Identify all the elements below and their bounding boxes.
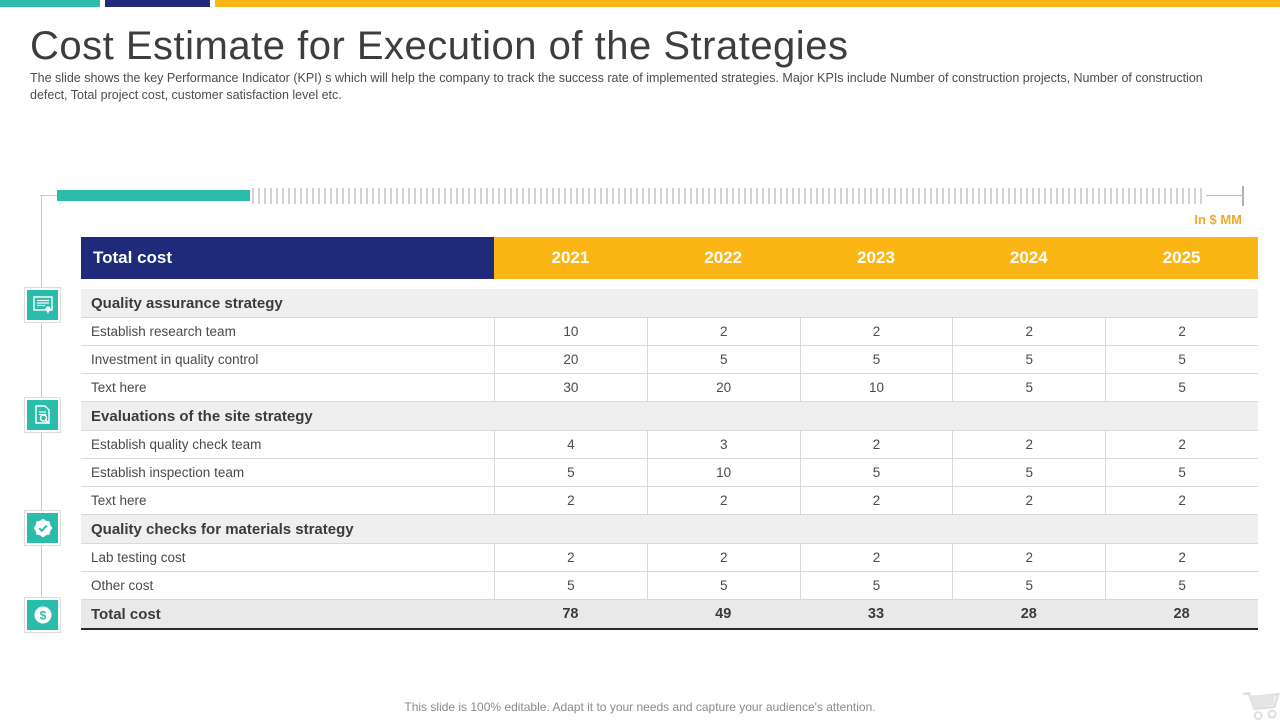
cell-2023: 2 <box>799 318 953 345</box>
timeline-ruler-tail <box>1206 195 1242 196</box>
connector-line-horizontal <box>40 195 57 196</box>
cell-2021: 20 <box>494 346 647 373</box>
row-label: Text here <box>91 493 147 508</box>
cell-2023: 5 <box>799 572 953 599</box>
cell-2022: 20 <box>646 374 800 401</box>
cell-2025: 2 <box>1105 487 1258 514</box>
cell-2024: 2 <box>952 487 1105 514</box>
row-label: Investment in quality control <box>91 352 259 367</box>
cell-2024: 5 <box>952 572 1105 599</box>
cell-2024: 2 <box>952 544 1105 571</box>
row-label: Establish quality check team <box>91 437 262 452</box>
total-2024: 28 <box>1020 606 1037 622</box>
table-row: Lab testing cost 2 2 2 2 2 <box>81 544 1258 572</box>
table-header-year-2023: 2023 <box>799 237 953 279</box>
cell-2025: 2 <box>1105 318 1258 345</box>
cell-2021: 4 <box>494 431 647 458</box>
table-row: Establish quality check team 4 3 2 2 2 <box>81 431 1258 459</box>
cell-2022: 3 <box>646 431 800 458</box>
row-label: Establish inspection team <box>91 465 245 480</box>
cell-2022: 2 <box>646 318 800 345</box>
cell-2023: 5 <box>799 459 953 486</box>
section-header-quality-assurance: Quality assurance strategy <box>81 289 1258 318</box>
table-header-row: Total cost 2021 2022 2023 2024 2025 <box>81 237 1258 279</box>
svg-text:$: $ <box>39 608 46 622</box>
table-header-total-cost: Total cost <box>81 237 494 279</box>
cost-table: Total cost 2021 2022 2023 2024 2025 Qual… <box>81 237 1258 630</box>
table-header-year-2022: 2022 <box>646 237 800 279</box>
cell-2021: 5 <box>494 572 647 599</box>
cell-2021: 5 <box>494 459 647 486</box>
cell-2024: 5 <box>952 374 1105 401</box>
page-subtitle: The slide shows the key Performance Indi… <box>30 71 1203 102</box>
table-row: Other cost 5 5 5 5 5 <box>81 572 1258 600</box>
table-row: Text here 2 2 2 2 2 <box>81 487 1258 515</box>
total-2025: 28 <box>1173 606 1190 622</box>
table-header-year-2024: 2024 <box>952 237 1106 279</box>
cell-2023: 2 <box>799 431 953 458</box>
row-label: Lab testing cost <box>91 550 186 565</box>
footer-note: This slide is 100% editable. Adapt it to… <box>404 700 876 714</box>
cell-2022: 5 <box>646 346 800 373</box>
topbar-navy-segment <box>105 0 210 7</box>
cell-2025: 5 <box>1105 346 1258 373</box>
cell-2021: 2 <box>494 487 647 514</box>
timeline-ruler-endcap <box>1242 186 1244 206</box>
row-label: Text here <box>91 380 147 395</box>
table-total-row: Total cost 78 49 33 28 28 <box>81 600 1258 630</box>
section-header-site-evaluations: Evaluations of the site strategy <box>81 402 1258 431</box>
cell-2021: 10 <box>494 318 647 345</box>
row-label: Other cost <box>91 578 154 593</box>
table-header-year-2021: 2021 <box>494 237 647 279</box>
cell-2022: 5 <box>646 572 800 599</box>
timeline-ruler-bar <box>57 190 250 201</box>
row-label: Establish research team <box>91 324 236 339</box>
cell-2024: 5 <box>952 459 1105 486</box>
document-search-icon <box>25 398 60 432</box>
cell-2022: 10 <box>646 459 800 486</box>
total-2021: 78 <box>562 606 579 622</box>
table-row: Investment in quality control 20 5 5 5 5 <box>81 346 1258 374</box>
table-row: Text here 30 20 10 5 5 <box>81 374 1258 402</box>
cell-2025: 2 <box>1105 431 1258 458</box>
cell-2024: 5 <box>952 346 1105 373</box>
table-row: Establish inspection team 5 10 5 5 5 <box>81 459 1258 487</box>
cell-2024: 2 <box>952 431 1105 458</box>
page-title: Cost Estimate for Execution of the Strat… <box>30 24 849 68</box>
table-body: Quality assurance strategy Establish res… <box>81 289 1258 630</box>
cell-2021: 30 <box>494 374 647 401</box>
table-header-year-2025: 2025 <box>1105 237 1258 279</box>
cell-2024: 2 <box>952 318 1105 345</box>
dollar-icon: $ <box>25 598 60 632</box>
section-header-material-checks: Quality checks for materials strategy <box>81 515 1258 544</box>
cell-2023: 5 <box>799 346 953 373</box>
badge-check-icon <box>25 511 60 545</box>
cell-2023: 10 <box>799 374 953 401</box>
topbar-yellow-segment <box>215 0 1280 7</box>
cart-watermark-icon <box>1242 692 1280 720</box>
cell-2023: 2 <box>799 487 953 514</box>
table-row: Establish research team 10 2 2 2 2 <box>81 318 1258 346</box>
cell-2025: 5 <box>1105 572 1258 599</box>
top-accent-bar <box>0 0 1280 7</box>
cell-2022: 2 <box>646 487 800 514</box>
total-label: Total cost <box>91 605 161 623</box>
cell-2025: 5 <box>1105 374 1258 401</box>
topbar-teal-segment <box>0 0 100 7</box>
cell-2025: 2 <box>1105 544 1258 571</box>
cell-2023: 2 <box>799 544 953 571</box>
cell-2021: 2 <box>494 544 647 571</box>
unit-label: In $ MM <box>1194 212 1242 227</box>
cell-2025: 5 <box>1105 459 1258 486</box>
timeline-ruler-ticks <box>252 188 1206 204</box>
total-2022: 49 <box>715 606 732 622</box>
total-2023: 33 <box>867 606 885 622</box>
cell-2022: 2 <box>646 544 800 571</box>
certificate-icon <box>25 288 60 322</box>
